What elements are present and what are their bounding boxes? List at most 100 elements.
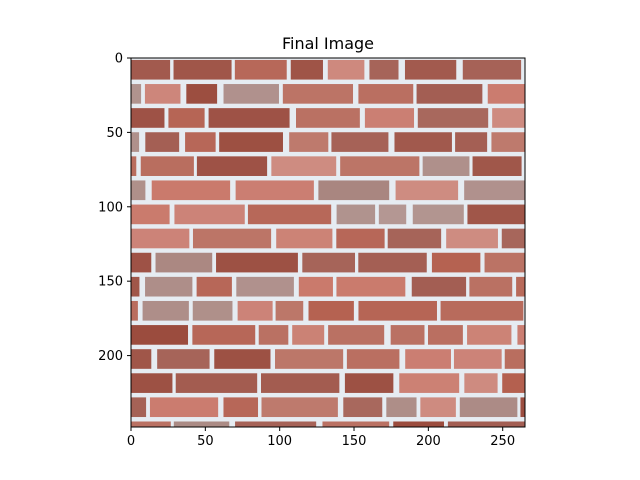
brick bbox=[404, 59, 457, 80]
brick bbox=[131, 108, 165, 128]
brick bbox=[276, 228, 333, 249]
brick bbox=[386, 397, 417, 418]
brick bbox=[502, 373, 525, 393]
plot-area bbox=[90, 57, 526, 466]
brick bbox=[455, 132, 488, 152]
brick bbox=[131, 276, 140, 297]
brick bbox=[173, 59, 232, 80]
brick bbox=[440, 300, 524, 321]
brick bbox=[417, 108, 489, 128]
brick bbox=[186, 84, 218, 104]
brick bbox=[491, 132, 525, 152]
brick bbox=[131, 180, 146, 201]
brick bbox=[131, 228, 190, 249]
brick bbox=[131, 156, 137, 176]
brick bbox=[472, 156, 522, 176]
brick bbox=[331, 132, 389, 152]
brick bbox=[131, 397, 147, 418]
brick bbox=[298, 276, 333, 297]
brick bbox=[192, 325, 256, 345]
brick bbox=[192, 228, 272, 249]
brick bbox=[453, 349, 502, 369]
brick bbox=[237, 300, 273, 321]
brick bbox=[504, 349, 525, 369]
brick bbox=[90, 325, 120, 345]
brick bbox=[131, 204, 170, 225]
brick bbox=[322, 421, 390, 427]
brick bbox=[411, 276, 467, 297]
brick bbox=[358, 84, 414, 104]
brick bbox=[196, 156, 268, 176]
brick bbox=[185, 132, 216, 152]
brick bbox=[151, 180, 231, 201]
brick bbox=[467, 325, 512, 345]
brick bbox=[131, 132, 140, 152]
y-tick-label: 200 bbox=[98, 349, 123, 364]
brick bbox=[327, 59, 365, 80]
brick bbox=[447, 421, 525, 427]
brick bbox=[235, 421, 317, 427]
brick bbox=[292, 325, 325, 345]
brick bbox=[174, 204, 245, 225]
brick bbox=[467, 204, 525, 225]
brick bbox=[192, 300, 233, 321]
brick bbox=[216, 252, 298, 273]
brick bbox=[182, 446, 249, 466]
brick bbox=[459, 397, 518, 418]
brick bbox=[275, 300, 304, 321]
brick bbox=[131, 84, 142, 104]
brick bbox=[271, 156, 337, 176]
brick bbox=[214, 349, 271, 369]
brick bbox=[308, 300, 354, 321]
brick bbox=[223, 84, 279, 104]
brick bbox=[157, 349, 210, 369]
chart-title: Final Image bbox=[282, 34, 374, 53]
brick bbox=[234, 59, 287, 80]
brick bbox=[358, 252, 427, 273]
brick bbox=[336, 228, 385, 249]
brick bbox=[318, 180, 390, 201]
brick bbox=[343, 397, 383, 418]
brick bbox=[336, 276, 406, 297]
brick bbox=[144, 84, 181, 104]
brick bbox=[282, 84, 354, 104]
brick bbox=[149, 397, 219, 418]
brick bbox=[296, 108, 360, 128]
brick bbox=[446, 228, 498, 249]
brick bbox=[501, 228, 525, 249]
brick bbox=[412, 204, 464, 225]
brick bbox=[344, 373, 394, 393]
brick bbox=[405, 349, 451, 369]
y-tick-label: 100 bbox=[98, 200, 123, 215]
brick bbox=[258, 325, 289, 345]
brick bbox=[208, 108, 290, 128]
brick bbox=[275, 349, 344, 369]
brick bbox=[131, 421, 171, 427]
brick bbox=[464, 180, 525, 201]
y-tick-label: 0 bbox=[115, 52, 123, 67]
brick bbox=[235, 180, 314, 201]
brick bbox=[395, 180, 459, 201]
brick bbox=[289, 132, 329, 152]
brick-wall-image bbox=[90, 58, 525, 466]
brick bbox=[416, 84, 483, 104]
brick bbox=[484, 252, 525, 273]
brick bbox=[516, 276, 525, 297]
brick bbox=[427, 325, 463, 345]
x-tick-label: 50 bbox=[197, 434, 214, 449]
brick bbox=[261, 397, 338, 418]
brick bbox=[487, 84, 525, 104]
brick bbox=[196, 276, 232, 297]
brick bbox=[393, 421, 444, 427]
brick bbox=[390, 325, 425, 345]
y-axis: 0 50 100 150 200 bbox=[98, 52, 131, 364]
brick bbox=[364, 108, 415, 128]
brick bbox=[369, 59, 399, 80]
brick bbox=[431, 252, 481, 273]
brick bbox=[223, 397, 259, 418]
brick bbox=[219, 132, 283, 152]
brick bbox=[131, 325, 189, 345]
brick bbox=[492, 108, 525, 128]
y-tick-label: 50 bbox=[106, 126, 123, 141]
brick bbox=[517, 325, 525, 345]
